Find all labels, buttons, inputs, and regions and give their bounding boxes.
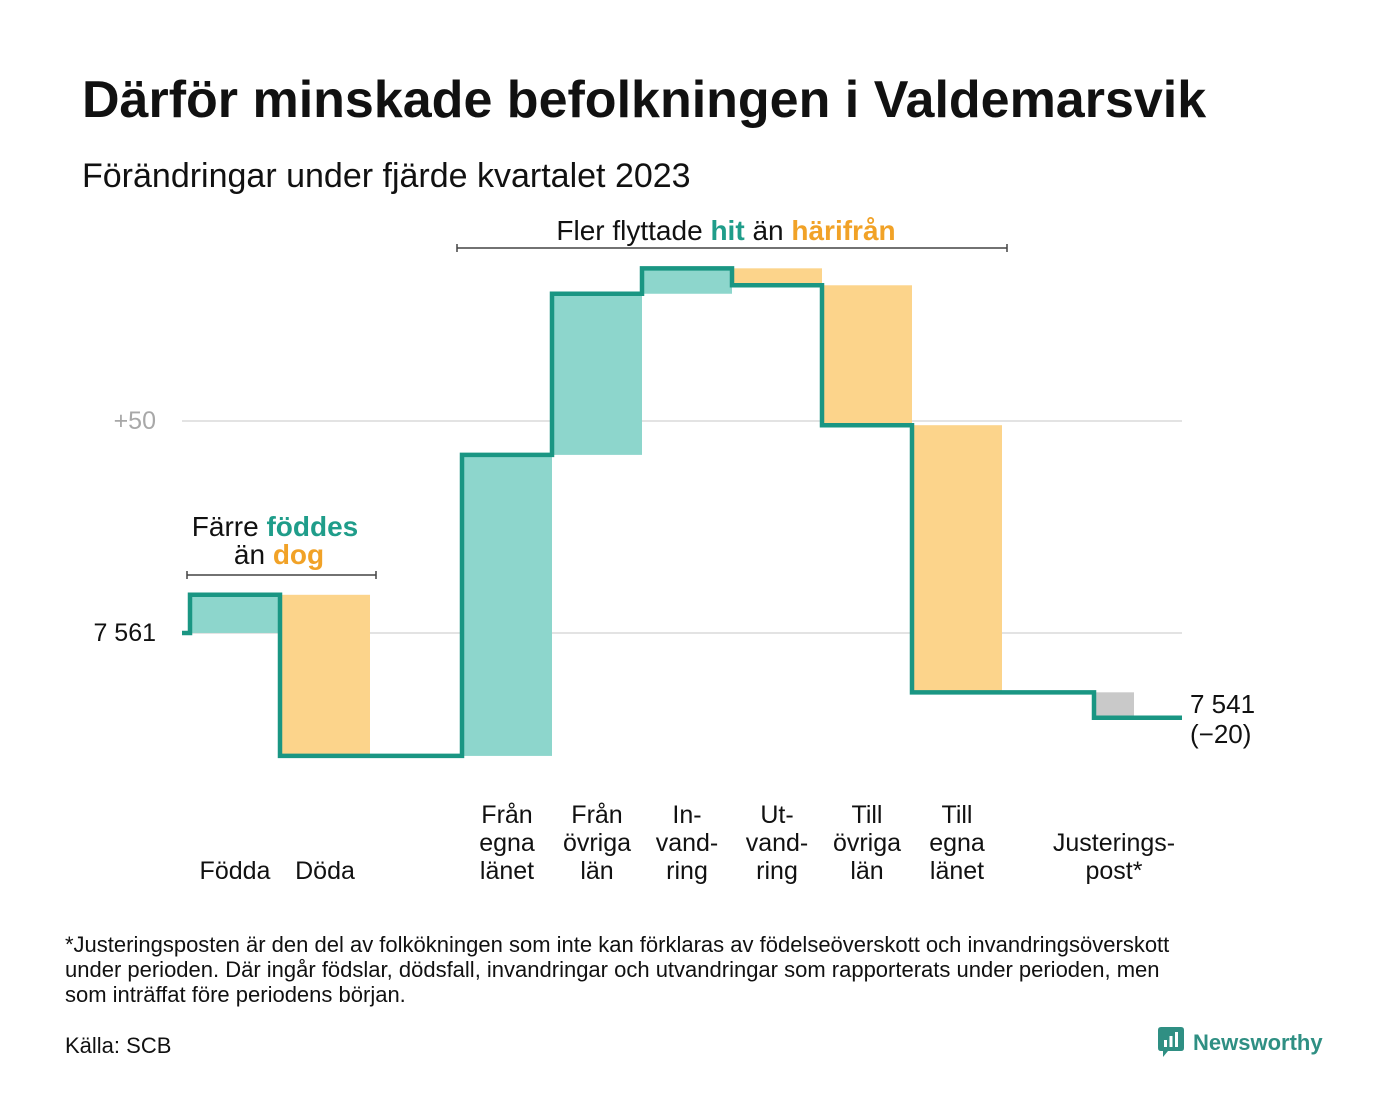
- category-label-line: ring: [756, 857, 798, 885]
- footnote: *Justeringsposten är den del av folkökni…: [65, 932, 1169, 1007]
- brand-name: Newsworthy: [1193, 1029, 1323, 1055]
- footnote-line: *Justeringsposten är den del av folkökni…: [65, 932, 1170, 957]
- waterfall-bar: [822, 285, 912, 426]
- logo-bar: [1169, 1036, 1173, 1047]
- population-step-line: [182, 266, 1182, 759]
- waterfall-bar: [912, 425, 1002, 693]
- annotation-text: än: [234, 539, 265, 570]
- source-credit: Källa: SCB: [65, 1033, 172, 1058]
- births-bracket: [186, 571, 377, 579]
- annotation-highlight-in: hit: [710, 215, 744, 246]
- chart-title: Därför minskade befolkningen i Valdemars…: [82, 71, 1207, 129]
- category-label-line: Från: [481, 801, 532, 829]
- category-label: Döda: [295, 857, 355, 885]
- category-label-line: egna: [479, 829, 535, 857]
- category-label-line: In-: [672, 801, 701, 829]
- annotation-highlight-died: dog: [273, 539, 324, 570]
- waterfall-bar: [190, 594, 280, 633]
- births-annotation-line1: Färre föddes: [192, 511, 358, 542]
- logo-bar: [1164, 1040, 1167, 1047]
- y-axis-labels: 7 561 +50: [93, 407, 156, 647]
- end-label: 7 541 (−20): [1190, 689, 1255, 749]
- category-label-line: post*: [1086, 857, 1143, 885]
- footnote-line: under perioden. Där ingår födslar, dödsf…: [65, 957, 1160, 982]
- y-tick-label: +50: [114, 407, 156, 435]
- category-label-line: vand-: [746, 829, 809, 857]
- category-label-line: vand-: [656, 829, 719, 857]
- annotation-text: Färre: [192, 511, 259, 542]
- waterfall-bar: [642, 268, 732, 294]
- category-label-line: län: [580, 857, 613, 885]
- waterfall-bar: [462, 454, 552, 756]
- chart-subtitle: Förändringar under fjärde kvartalet 2023: [82, 157, 691, 195]
- category-label-line: Justerings-: [1053, 829, 1175, 857]
- waterfall-bar: [552, 293, 642, 455]
- category-label-line: Födda: [200, 857, 271, 885]
- category-label-line: övriga: [563, 829, 631, 857]
- category-label: Justerings-post*: [1053, 829, 1175, 885]
- category-label: Ut-vand-ring: [746, 801, 809, 885]
- category-labels: Födda DödaFrånegnalänetFrånövrigalänIn-va…: [200, 801, 1176, 885]
- waterfall-bar: [1094, 692, 1134, 718]
- category-label-line: Ut-: [760, 801, 793, 829]
- migration-annotation: Fler flyttade hit än härifrån: [456, 215, 1008, 252]
- category-label-line: länet: [930, 857, 984, 885]
- category-label-line: Från: [571, 801, 622, 829]
- category-label-line: länet: [480, 857, 534, 885]
- category-label-line: ring: [666, 857, 708, 885]
- migration-annotation-text: Fler flyttade hit än härifrån: [556, 215, 895, 246]
- category-label-line: egna: [929, 829, 985, 857]
- annotation-text: än: [752, 215, 783, 246]
- annotation-highlight-born: föddes: [266, 511, 358, 542]
- births-annotation-line2: än dog: [234, 539, 324, 570]
- annotation-text: Fler flyttade: [556, 215, 702, 246]
- births-annotation: Färre föddes än dog: [186, 511, 377, 579]
- logo-bar: [1175, 1032, 1178, 1047]
- y-tick-label: 7 561: [93, 619, 156, 647]
- footnote-line: som inträffat före periodens början.: [65, 982, 406, 1007]
- waterfall-bars: [190, 268, 1134, 756]
- category-label-line: övriga: [833, 829, 901, 857]
- category-label-line: län: [850, 857, 883, 885]
- category-label-line: Till: [851, 801, 882, 829]
- end-value-label: 7 541: [1190, 689, 1255, 719]
- category-label-line: Döda: [295, 857, 355, 885]
- waterfall-bar: [732, 268, 822, 286]
- category-label: In-vand-ring: [656, 801, 719, 885]
- annotation-highlight-out: härifrån: [791, 215, 895, 246]
- waterfall-bar: [280, 594, 370, 756]
- end-change-label: (−20): [1190, 719, 1251, 749]
- category-label-line: Till: [941, 801, 972, 829]
- category-label: Födda: [200, 857, 271, 885]
- newsworthy-logo-icon: [1158, 1027, 1184, 1057]
- migration-bracket: [456, 244, 1008, 252]
- brand-logo: Newsworthy: [1158, 1027, 1323, 1057]
